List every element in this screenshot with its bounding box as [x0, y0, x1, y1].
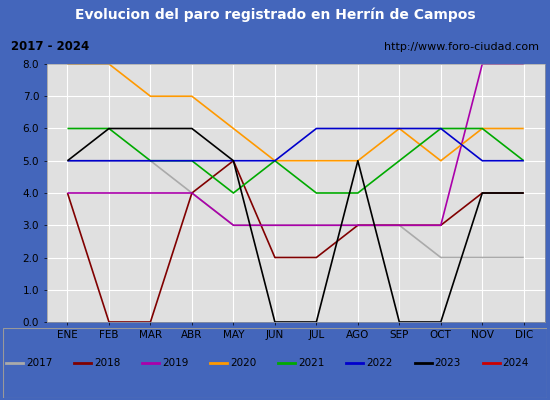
Text: http://www.foro-ciudad.com: http://www.foro-ciudad.com: [384, 42, 539, 52]
Text: 2019: 2019: [162, 358, 189, 368]
Text: 2017 - 2024: 2017 - 2024: [11, 40, 89, 54]
Text: 2018: 2018: [94, 358, 120, 368]
Text: 2020: 2020: [230, 358, 256, 368]
Text: 2023: 2023: [434, 358, 461, 368]
Text: Evolucion del paro registrado en Herrín de Campos: Evolucion del paro registrado en Herrín …: [75, 8, 475, 22]
Text: 2021: 2021: [298, 358, 324, 368]
Text: 2024: 2024: [502, 358, 529, 368]
Text: 2017: 2017: [26, 358, 52, 368]
Text: 2022: 2022: [366, 358, 393, 368]
